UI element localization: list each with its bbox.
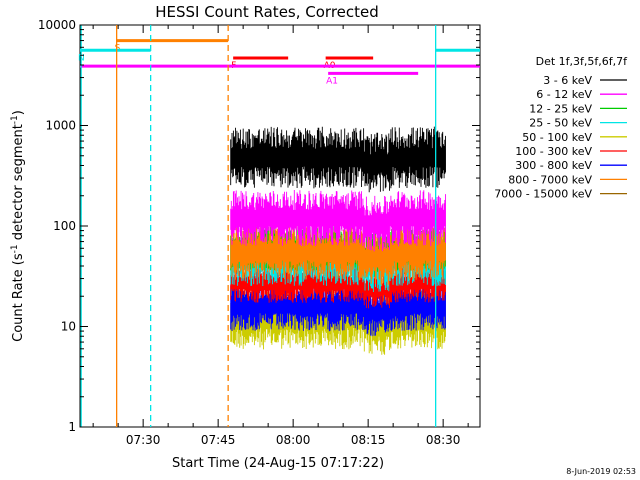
y-tick-label: 1 [68, 420, 76, 434]
legend-entry-label: 6 - 12 keV [536, 88, 592, 101]
series-bands [230, 126, 446, 355]
axis-ticks: 1 10 100 1000 10000 07:30 07:45 08:00 08:15 08:30 [38, 18, 480, 447]
x-tick-label: 07:45 [201, 433, 236, 447]
series-band [230, 126, 446, 193]
state-bar-label: S [115, 44, 121, 54]
y-tick-label: 10000 [38, 18, 76, 32]
y-axis-label: Count Rate (s-1 detector segment-1) [10, 110, 26, 342]
legend-entry-label: 25 - 50 keV [529, 117, 592, 130]
x-tick-label: 07:30 [126, 433, 161, 447]
state-bar-label: A1 [326, 76, 338, 86]
legend-entry-label: 3 - 6 keV [543, 74, 592, 87]
y-tick-label: 1000 [45, 119, 76, 133]
x-tick-label: 08:00 [276, 433, 311, 447]
legend-entry-label: 100 - 300 keV [515, 145, 592, 158]
series-band [230, 190, 446, 252]
y-tick-label: 100 [53, 219, 76, 233]
y-tick-label: 10 [61, 320, 76, 334]
x-tick-label: 08:30 [426, 433, 461, 447]
x-axis-label: Start Time (24-Aug-15 07:17:22) [172, 456, 384, 471]
chart-title: HESSI Count Rates, Corrected [155, 3, 379, 21]
state-bars: SNFA0A1 [78, 39, 480, 86]
vertical-markers [80, 25, 437, 427]
x-tick-label: 08:15 [351, 433, 386, 447]
legend-entry-label: 50 - 100 keV [522, 131, 592, 144]
legend-entry-label: 7000 - 15000 keV [494, 188, 592, 201]
legend-entry-label: 12 - 25 keV [529, 102, 592, 115]
footer-timestamp: 8-Jun-2019 02:53 [566, 467, 636, 476]
legend-entry-label: 300 - 800 keV [515, 159, 592, 172]
legend-title: Det 1f,3f,5f,6f,7f [536, 55, 629, 68]
legend-entry-label: 800 - 7000 keV [508, 173, 592, 186]
